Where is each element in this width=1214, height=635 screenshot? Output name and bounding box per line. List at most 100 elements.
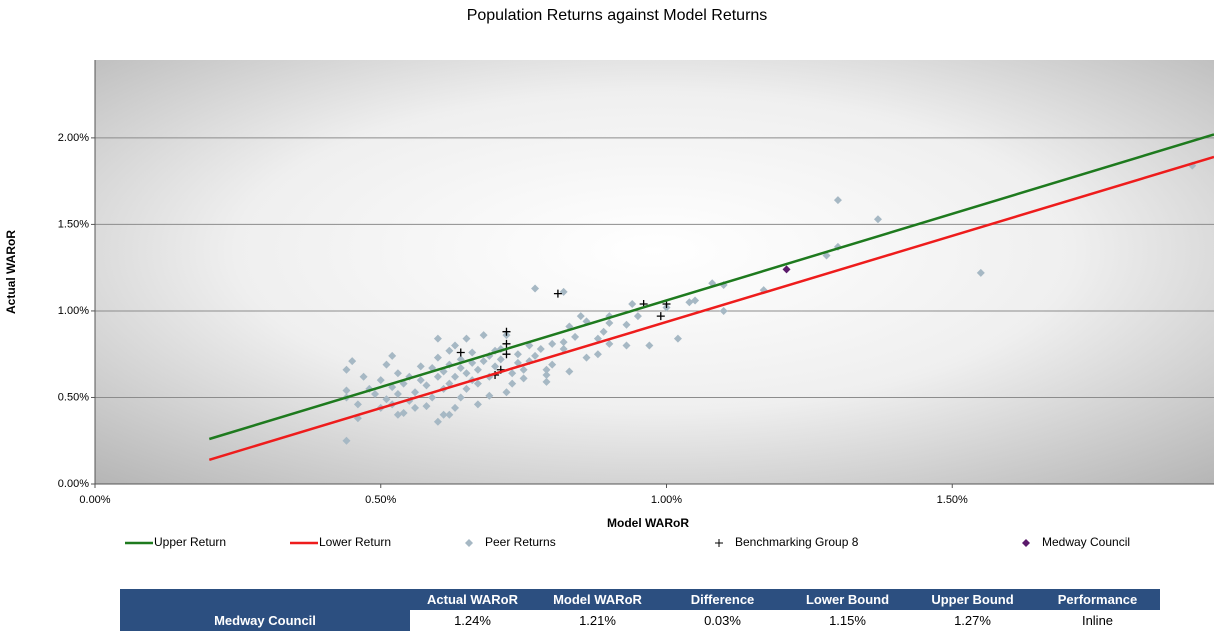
x-axis-label: Model WARoR [607, 516, 689, 530]
table-header: Performance [1035, 589, 1160, 610]
y-tick-label: 1.50% [58, 218, 89, 230]
point [353, 400, 362, 409]
legend-label: Peer Returns [485, 535, 556, 549]
point [433, 417, 442, 426]
point [445, 346, 454, 355]
table-cell: 1.15% [829, 613, 866, 628]
point [342, 386, 351, 395]
point [422, 381, 431, 390]
point [536, 345, 545, 354]
point [531, 351, 540, 360]
point [462, 334, 471, 343]
return-line [208, 155, 1214, 461]
point [479, 331, 488, 340]
point [599, 327, 608, 336]
point [542, 365, 551, 374]
point [502, 350, 511, 359]
point [376, 376, 385, 385]
y-tick-label: 0.50% [58, 391, 89, 403]
point [548, 360, 557, 369]
point [593, 334, 602, 343]
point [462, 369, 471, 378]
chart-title: Population Returns against Model Returns [467, 7, 768, 24]
point [976, 268, 985, 277]
point [433, 353, 442, 362]
point [416, 376, 425, 385]
x-tick-label: 1.50% [937, 494, 968, 506]
point [593, 350, 602, 359]
point [542, 377, 551, 386]
point [382, 395, 391, 404]
legend-swatch [1022, 539, 1030, 547]
legend-swatch [465, 539, 473, 547]
table-cell: 1.24% [454, 613, 491, 628]
point [422, 402, 431, 411]
point [485, 391, 494, 400]
row-label: Medway Council [120, 610, 410, 631]
point [342, 365, 351, 374]
table-header: Difference [660, 589, 785, 610]
point [719, 306, 728, 315]
point [382, 360, 391, 369]
point [468, 348, 477, 357]
point [508, 369, 517, 378]
point [388, 351, 397, 360]
point [393, 369, 402, 378]
point [582, 353, 591, 362]
point [605, 319, 614, 328]
return-line [208, 133, 1214, 441]
point [451, 341, 460, 350]
legend-label: Medway Council [1042, 535, 1130, 549]
point [411, 403, 420, 412]
point [502, 388, 511, 397]
point [559, 338, 568, 347]
point [473, 365, 482, 374]
point [571, 332, 580, 341]
point [833, 196, 842, 205]
y-tick-label: 2.00% [58, 132, 89, 144]
point [622, 341, 631, 350]
y-tick-label: 0.00% [58, 478, 89, 490]
summary-table: Actual WARoR Model WARoR Difference Lowe… [120, 589, 1160, 631]
point [519, 374, 528, 383]
table-cell: 0.03% [704, 613, 741, 628]
legend-label: Upper Return [154, 535, 226, 549]
x-tick-label: 0.00% [79, 494, 110, 506]
table-corner [120, 589, 410, 610]
point [782, 265, 791, 274]
point [502, 339, 511, 348]
point [508, 379, 517, 388]
point [451, 372, 460, 381]
point [439, 410, 448, 419]
point [371, 390, 380, 399]
point [656, 312, 665, 321]
table-header: Upper Bound [910, 589, 1035, 610]
point [645, 341, 654, 350]
point [456, 393, 465, 402]
table-header: Lower Bound [785, 589, 910, 610]
point [633, 312, 642, 321]
table-header: Model WARoR [535, 589, 660, 610]
point [496, 355, 505, 364]
point [502, 327, 511, 336]
point [622, 320, 631, 329]
x-tick-label: 0.50% [365, 494, 396, 506]
legend-swatch [715, 539, 723, 547]
point [428, 393, 437, 402]
chart: Population Returns against Model Returns… [4, 7, 1214, 549]
point [553, 289, 562, 298]
plot-area [95, 60, 1214, 484]
point [559, 345, 568, 354]
point [445, 410, 454, 419]
point [473, 379, 482, 388]
table-cell: 1.27% [954, 613, 991, 628]
point [873, 215, 882, 224]
point [576, 312, 585, 321]
point [513, 350, 522, 359]
table-cell: 1.21% [579, 613, 616, 628]
point [433, 372, 442, 381]
point [542, 370, 551, 379]
x-tick-label: 1.00% [651, 494, 682, 506]
legend-label: Lower Return [319, 535, 391, 549]
point [456, 364, 465, 373]
